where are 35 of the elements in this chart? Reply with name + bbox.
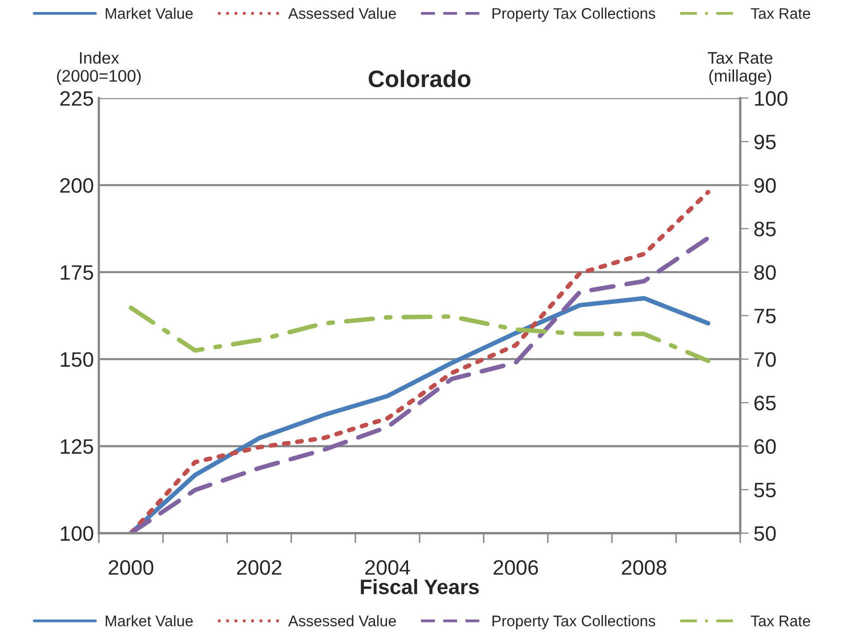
legend-label: Property Tax Collections (492, 615, 656, 630)
y2-tick-label: 80 (754, 265, 776, 280)
y-tick-label: 150 (60, 352, 94, 367)
y2-tick-label: 60 (754, 439, 776, 454)
y-tick-label: 175 (60, 265, 94, 280)
y2-tick-label: 65 (754, 396, 776, 410)
x-tick-label: 2002 (237, 560, 282, 575)
legend-label: Market Value (106, 615, 193, 626)
x-axis-title: Fiscal Years (360, 578, 479, 594)
text: Tax Rate (750, 8, 810, 19)
legend-label: Tax Rate (750, 616, 810, 626)
legend-label: Assessed Value (288, 615, 396, 626)
y2-tick-label: 100 (755, 91, 788, 106)
y-tick-label: 200 (60, 178, 94, 193)
y2-tick-label: 85 (754, 222, 776, 236)
y2-axis-title: Tax Rate (millage) (708, 52, 772, 86)
text: Market Value (106, 8, 193, 19)
text: Assessed Value (288, 8, 396, 19)
y2-tick-label: 90 (754, 178, 776, 193)
y-tick-label: 100 (60, 526, 94, 541)
y2-tick-label: 75 (754, 308, 776, 324)
chart-title: Colorado (368, 70, 470, 88)
y2-tick-label: 50 (754, 526, 776, 541)
y2-tick-label: 70 (754, 352, 776, 367)
text: Property Tax Collections (492, 8, 656, 22)
x-tick-label: 2004 (365, 560, 410, 575)
line-series (128, 306, 710, 364)
x-tick-label: 2008 (622, 560, 666, 575)
x-tick-label: 2000 (108, 560, 154, 575)
y2-tick-label: 95 (754, 134, 776, 150)
y-tick-label: 125 (60, 439, 94, 454)
y-tick-label: 225 (60, 91, 94, 106)
x-tick-label: 2006 (494, 560, 538, 575)
y-axis-title: Index (2000=100) (57, 52, 141, 86)
y2-tick-label: 55 (754, 482, 776, 498)
